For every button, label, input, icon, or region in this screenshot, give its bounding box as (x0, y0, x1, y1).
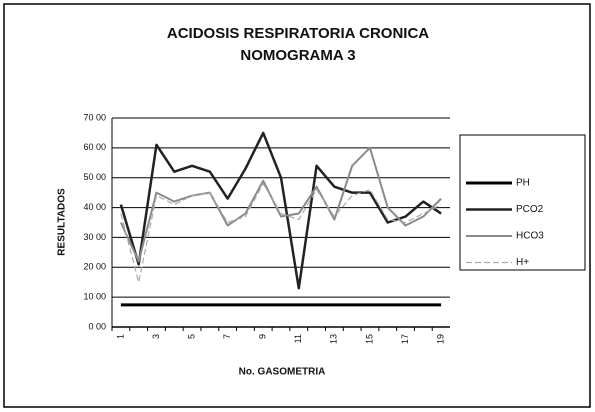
y-tick-label: 60 00 (83, 142, 106, 152)
legend-box (459, 134, 586, 271)
x-tick-label: 3 (151, 334, 161, 339)
x-tick-label: 1 (115, 334, 125, 339)
data-line (120, 183, 442, 283)
x-tick-label: 11 (293, 334, 303, 343)
x-axis-title: No. GASOMETRIA (239, 367, 326, 378)
chart-title: NOMOGRAMA 3 (240, 47, 355, 64)
y-tick-label: 50 00 (83, 172, 106, 182)
x-tick-label: 13 (329, 334, 339, 344)
y-tick-label: 10 00 (83, 292, 106, 302)
data-line (119, 131, 442, 290)
y-tick-label: 20 00 (83, 262, 106, 272)
legend-label: H+ (516, 257, 529, 268)
x-tick-label: 17 (400, 334, 410, 344)
y-tick-label: 70 00 (83, 112, 106, 122)
chart-title: ACIDOSIS RESPIRATORIA CRONICA (167, 25, 429, 42)
y-tick-label: 30 00 (83, 232, 106, 242)
y-axis-title: RESULTADOS (57, 188, 68, 256)
legend-label: PCO2 (516, 204, 544, 215)
x-tick-label: 7 (222, 334, 232, 339)
x-tick-label: 9 (258, 334, 268, 339)
data-line (119, 146, 442, 263)
legend-label: PH (516, 178, 530, 189)
x-tick-label: 15 (364, 334, 374, 344)
y-tick-label: 40 00 (83, 202, 106, 212)
y-tick-label: 0 00 (88, 321, 106, 331)
x-tick-label: 19 (435, 334, 445, 344)
legend-label: HCO3 (516, 231, 544, 242)
x-tick-label: 5 (186, 334, 196, 339)
